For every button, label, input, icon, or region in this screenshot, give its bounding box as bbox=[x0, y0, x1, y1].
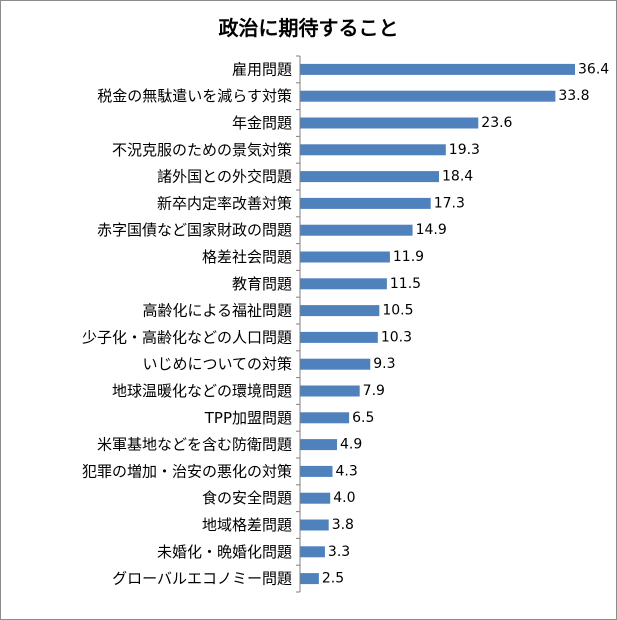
category-label: 雇用問題 bbox=[232, 60, 292, 78]
bar bbox=[300, 278, 387, 290]
category-label: 地球温暖化などの環境問題 bbox=[112, 382, 292, 400]
bar bbox=[300, 331, 378, 343]
category-label: いじめについての対策 bbox=[142, 355, 292, 373]
data-label: 9.3 bbox=[373, 356, 395, 372]
category-label: 米軍基地などを含む防衛問題 bbox=[97, 436, 292, 454]
bar bbox=[300, 197, 431, 209]
bar bbox=[300, 224, 413, 236]
bar bbox=[300, 251, 390, 263]
bar bbox=[300, 519, 329, 531]
bar bbox=[300, 439, 338, 451]
data-label: 6.5 bbox=[352, 410, 374, 426]
category-label: 新卒内定率改善対策 bbox=[157, 194, 292, 212]
category-label: 未婚化・晩婚化問題 bbox=[157, 543, 292, 561]
data-label: 19.3 bbox=[449, 142, 480, 158]
category-label: 地域格差問題 bbox=[202, 516, 292, 534]
data-label: 2.5 bbox=[322, 571, 344, 587]
data-label: 10.3 bbox=[381, 329, 412, 345]
category-label: 少子化・高齢化などの人口問題 bbox=[82, 328, 292, 346]
data-label: 7.9 bbox=[363, 383, 385, 399]
category-label: 教育問題 bbox=[232, 275, 292, 293]
bar bbox=[300, 63, 575, 75]
chart-title: 政治に期待すること bbox=[218, 16, 399, 40]
category-label: 高齢化による福祉問題 bbox=[142, 302, 292, 320]
bar bbox=[300, 546, 325, 558]
data-label: 11.5 bbox=[390, 276, 421, 292]
category-label: 赤字国債など国家財政の問題 bbox=[97, 221, 292, 239]
category-label: 諸外国との外交問題 bbox=[157, 168, 292, 186]
data-label: 4.3 bbox=[335, 463, 357, 479]
bar bbox=[300, 492, 331, 504]
data-label: 4.0 bbox=[333, 490, 355, 506]
bar bbox=[300, 573, 319, 585]
data-label: 10.5 bbox=[382, 303, 413, 319]
bar bbox=[300, 465, 333, 477]
data-label: 17.3 bbox=[434, 195, 465, 211]
bar bbox=[300, 412, 350, 424]
bar bbox=[300, 305, 380, 317]
bar bbox=[300, 358, 371, 370]
bar bbox=[300, 171, 440, 183]
bar bbox=[300, 117, 479, 129]
data-label: 33.8 bbox=[558, 88, 589, 104]
category-label: 不況克服のための景気対策 bbox=[112, 141, 292, 159]
category-label: 税金の無駄遣いを減らす対策 bbox=[97, 87, 292, 105]
data-label: 11.9 bbox=[393, 249, 424, 265]
bar bbox=[300, 90, 556, 102]
data-label: 3.3 bbox=[328, 544, 350, 560]
bar bbox=[300, 144, 446, 156]
category-label: 年金問題 bbox=[232, 114, 292, 132]
data-label: 23.6 bbox=[481, 115, 512, 131]
data-label: 18.4 bbox=[442, 169, 473, 185]
category-label: 格差社会問題 bbox=[202, 248, 292, 266]
category-label: 犯罪の増加・治安の悪化の対策 bbox=[82, 462, 292, 480]
data-label: 3.8 bbox=[332, 517, 354, 533]
category-label: グローバルエコノミー問題 bbox=[112, 570, 292, 588]
bar bbox=[300, 385, 360, 397]
category-label: TPP加盟問題 bbox=[204, 409, 292, 427]
category-label: 食の安全問題 bbox=[202, 489, 292, 507]
data-label: 14.9 bbox=[416, 222, 447, 238]
data-label: 36.4 bbox=[578, 61, 609, 77]
data-label: 4.9 bbox=[340, 437, 362, 453]
